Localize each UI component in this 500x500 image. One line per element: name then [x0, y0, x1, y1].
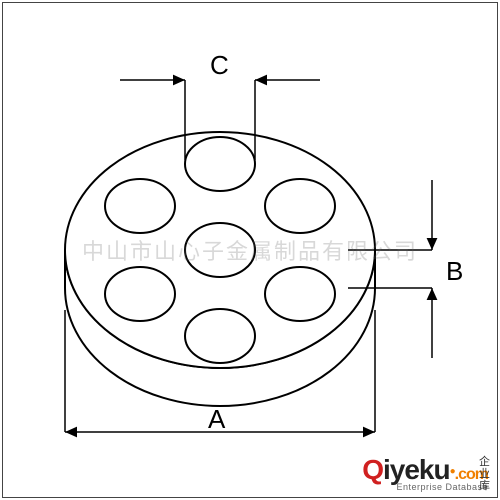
logo-cn: 企 业 库	[479, 456, 490, 492]
dimension-a-label: A	[208, 404, 225, 435]
logo-text: Qiyeku●.com	[362, 454, 488, 485]
dimension-c-label: C	[210, 50, 229, 81]
brand-logo: Qiyeku●.com 企 业 库 Enterprise Database	[362, 454, 488, 492]
technical-drawing	[0, 0, 500, 500]
dimension-b-label: B	[446, 256, 463, 287]
